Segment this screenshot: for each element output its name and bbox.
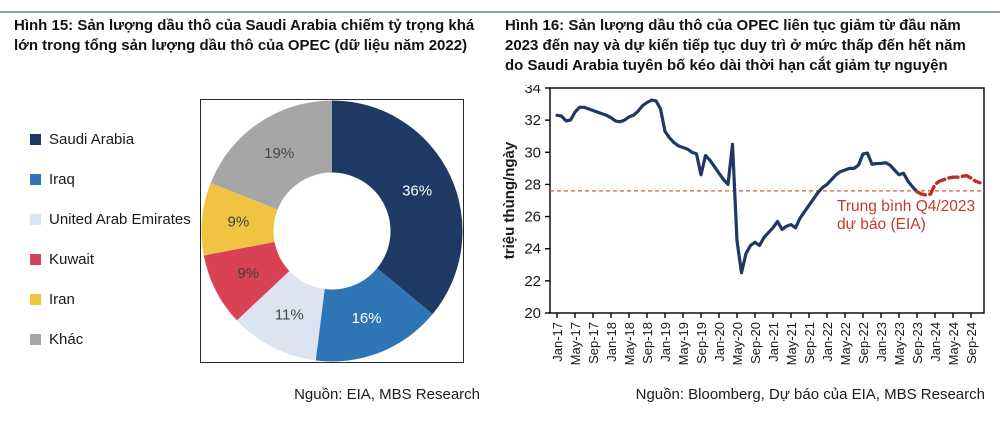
x-tick-label: Jan-21 <box>766 322 781 362</box>
opec-production-line-chart: 20 22 24 26 28 30 32 34 Jan-17 May-17 Sep-17 Jan-18… <box>501 85 985 365</box>
figure16-title: Hình 16: Sản lượng dầu thô của OPEC liên… <box>505 17 966 75</box>
donut-label-united-arab-emirates: 11% <box>275 306 304 323</box>
legend-item-iraq: Iraq <box>30 168 191 190</box>
y-tick-label: 32 <box>524 112 541 129</box>
plot-border <box>549 87 985 314</box>
y-tick-label: 30 <box>524 144 541 161</box>
x-tick-label: May-21 <box>784 322 799 365</box>
x-tick-label: Sep-24 <box>964 322 979 364</box>
legend-item-saudi-arabia: Saudi Arabia <box>30 128 191 150</box>
x-tick-label: Jan-17 <box>550 322 565 362</box>
x-tick-label: Sep-19 <box>694 322 709 364</box>
donut-label-saudi-arabia: 36% <box>402 183 432 200</box>
x-tick-label: May-19 <box>676 322 691 365</box>
donut-slice-iraq <box>315 268 433 362</box>
opec-share-donut-chart: 36% 16% 11% 9% 9% 19% <box>201 100 463 362</box>
figure16-source: Nguồn: Bloomberg, Dự báo của EIA, MBS Re… <box>635 386 985 403</box>
x-tick-label: Jan-23 <box>874 322 889 362</box>
y-tick-label: 22 <box>524 273 541 290</box>
x-tick-label: Sep-23 <box>910 322 925 364</box>
legend-swatch-kuwait <box>30 253 41 265</box>
legend-item-iran: Iran <box>30 288 191 310</box>
donut-chart-frame: 36% 16% 11% 9% 9% 19% <box>200 99 464 363</box>
legend-swatch-iran <box>30 293 41 305</box>
legend-label-iran: Iran <box>49 290 75 308</box>
legend-item-kuwait: Kuwait <box>30 248 191 270</box>
y-tick-label: 28 <box>524 176 541 193</box>
donut-legend: Saudi Arabia Iraq United Arab Emirates Kuwa… <box>30 128 191 350</box>
y-tick-label: 24 <box>524 241 541 258</box>
x-tick-label: May-22 <box>838 322 853 365</box>
x-tick-label: Sep-21 <box>802 322 817 364</box>
y-axis-title: triệu thùng/ngày <box>501 141 518 259</box>
y-tick-label: 34 <box>524 85 541 97</box>
donut-slice-kuwait <box>203 241 290 321</box>
x-tick-label: May-23 <box>892 322 907 365</box>
top-divider-line <box>0 11 1000 13</box>
legend-label-kuwait: Kuwait <box>49 250 95 268</box>
donut-label-iran: 9% <box>228 214 250 231</box>
x-tick-label: Jan-20 <box>712 322 727 362</box>
x-tick-label: Jan-22 <box>820 322 835 362</box>
legend-label-saudi-arabia: Saudi Arabia <box>49 130 135 148</box>
x-tick-label: Sep-18 <box>640 322 655 364</box>
x-tick-label: May-17 <box>568 322 583 365</box>
donut-slice-saudi-arabia <box>332 100 463 315</box>
donut-label-iraq: 16% <box>352 310 382 327</box>
x-tick-label: Jan-18 <box>604 322 619 362</box>
legend-item-kh-c: Khác <box>30 328 191 350</box>
refline-annotation-line1: Trung bình Q4/2023 <box>837 198 975 215</box>
legend-item-united-arab-emirates: United Arab Emirates <box>30 208 191 230</box>
figure15-source: Nguồn: EIA, MBS Research <box>294 386 480 403</box>
donut-slice-kh-c <box>210 100 332 210</box>
x-tick-label: May-24 <box>946 322 961 365</box>
legend-swatch-saudi-arabia <box>30 133 41 145</box>
donut-label-kh-c: 19% <box>264 145 294 162</box>
donut-slice-iran <box>201 182 278 256</box>
x-tick-label: Jan-19 <box>658 322 673 362</box>
x-tick-label: May-18 <box>622 322 637 365</box>
refline-annotation-line2: dự báo (EIA) <box>837 216 926 233</box>
legend-label-iraq: Iraq <box>49 170 75 188</box>
x-tick-label: Sep-17 <box>586 322 601 364</box>
y-tick-label: 20 <box>524 305 541 322</box>
x-tick-label: May-20 <box>730 322 745 365</box>
donut-label-kuwait: 9% <box>237 265 259 282</box>
production-line <box>555 98 919 275</box>
legend-swatch-kh-c <box>30 333 41 345</box>
legend-swatch-united-arab-emirates <box>30 213 41 225</box>
figure15-title: Hình 15: Sản lượng dầu thô của Saudi Ara… <box>14 17 475 55</box>
legend-label-kh-c: Khác <box>49 330 84 348</box>
x-tick-label: Sep-20 <box>748 322 763 364</box>
y-tick-label: 26 <box>524 209 541 226</box>
x-tick-label: Jan-24 <box>928 322 943 362</box>
x-tick-label: Sep-22 <box>856 322 871 364</box>
forecast-line <box>915 173 982 197</box>
legend-label-united-arab-emirates: United Arab Emirates <box>49 210 191 228</box>
donut-slice-united-arab-emirates <box>236 271 325 361</box>
legend-swatch-iraq <box>30 173 41 185</box>
